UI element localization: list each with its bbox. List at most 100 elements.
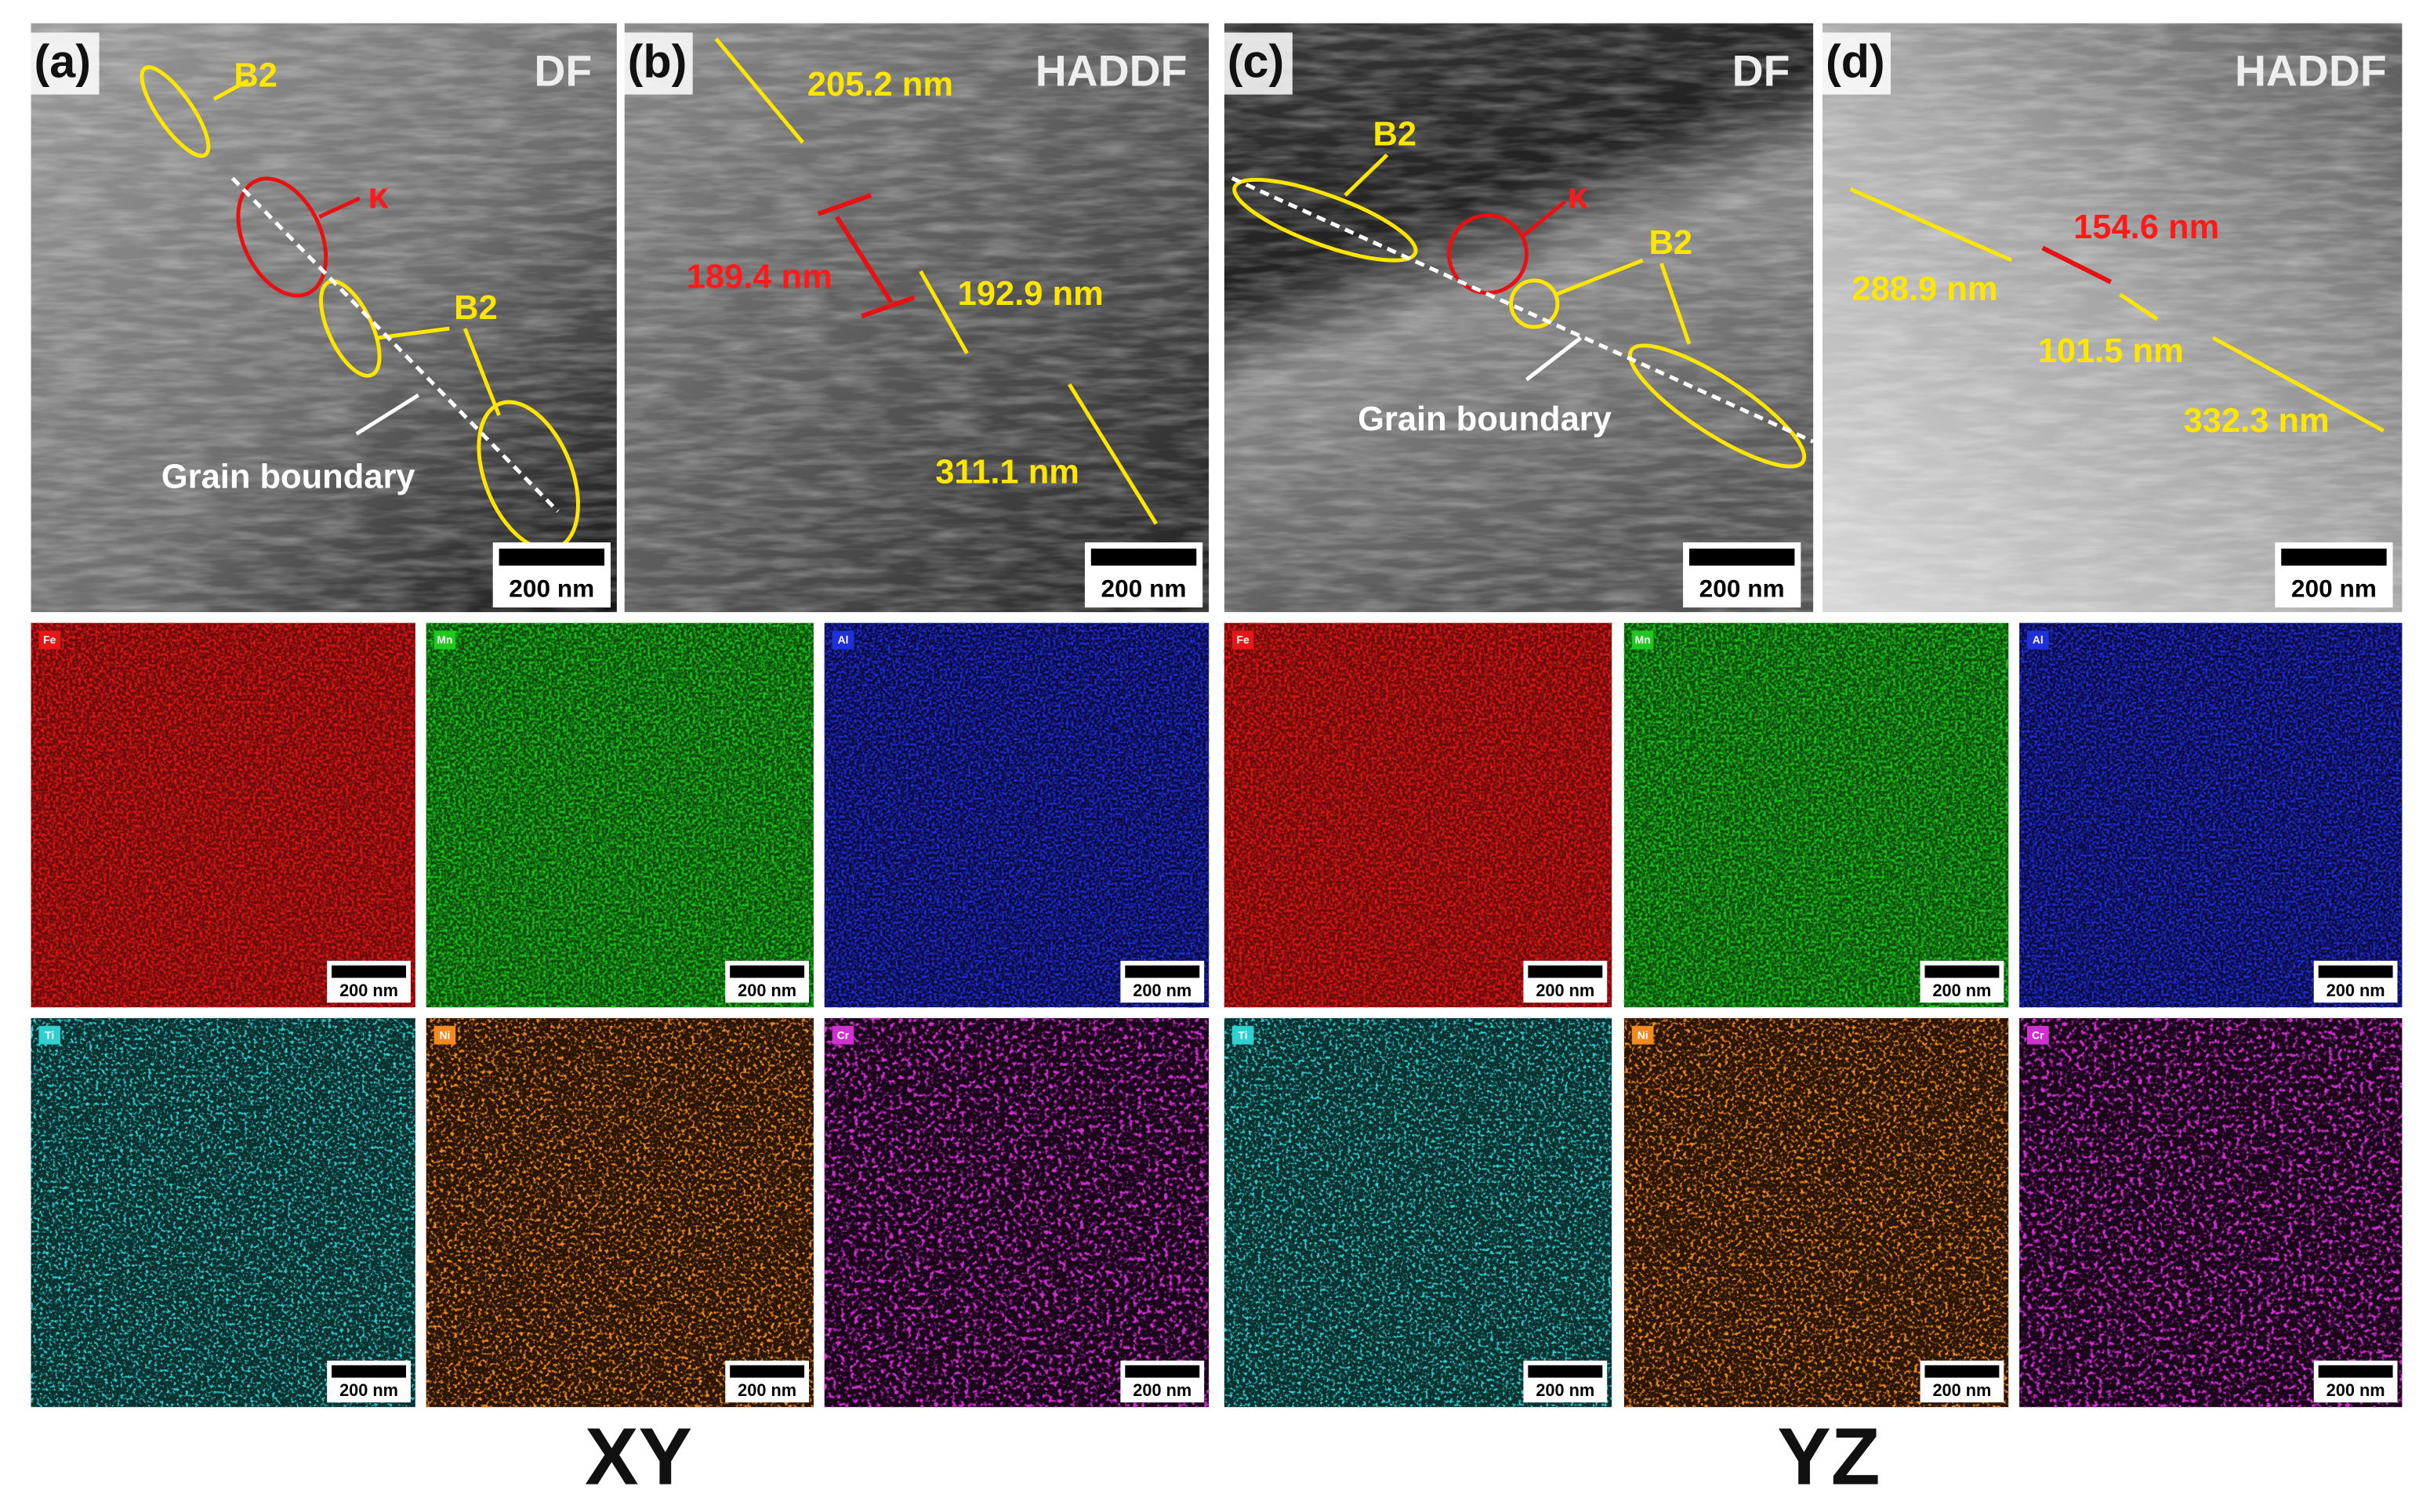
scale-bar: [1125, 1365, 1200, 1378]
scale-bar: [2318, 1365, 2393, 1378]
panel-label-bg: [1220, 32, 1293, 95]
imaging-mode: HADDF: [1035, 47, 1188, 96]
scale-bar: [1924, 1365, 2000, 1378]
scale-bar: [332, 965, 406, 978]
annotation-shape: [319, 279, 382, 378]
orientation-label: YZ: [1777, 1411, 1880, 1501]
eds-signal: [2019, 622, 2403, 1008]
panel-label-bg: [1819, 32, 1891, 95]
annotation-shape: [2212, 335, 2385, 433]
annotation-shape: [817, 193, 872, 216]
panel-label: (b): [628, 35, 687, 88]
scale-bar: [1924, 965, 2000, 978]
scale-bar: [2318, 965, 2393, 978]
annotation-shape: [236, 176, 328, 298]
element-tag-bg: [38, 1025, 61, 1045]
tem-panel: (c) DF B2 κ B2 Grain boundary 200 nm: [1220, 23, 1815, 612]
element-tag-bg: [2026, 630, 2049, 650]
scale-bar-label: 200 nm: [2291, 575, 2377, 603]
annotation-shape: [1521, 200, 1567, 237]
scale-bar: [1528, 1365, 1603, 1378]
annotation: 332.3 nm: [2184, 402, 2330, 440]
imaging-mode: DF: [534, 47, 592, 96]
scale-bar: [1688, 548, 1795, 566]
element-tag-bg: [1231, 1025, 1254, 1045]
eds-signal: [31, 622, 415, 1008]
annotation: 189.4 nm: [687, 258, 832, 296]
eds-signal: [426, 622, 814, 1008]
annotation: 311.1 nm: [935, 453, 1079, 491]
annotation: Grain boundary: [161, 458, 415, 495]
annotation: B2: [234, 56, 277, 94]
annotation-shape: [1068, 383, 1158, 525]
element-tag-bg: [832, 630, 854, 650]
element-label: Ti: [45, 1028, 54, 1041]
annotation: 101.5 nm: [2038, 332, 2184, 370]
element-label: Al: [2033, 633, 2044, 646]
imaging-mode: DF: [1732, 47, 1790, 96]
scale-bar-label: 200 nm: [738, 1380, 796, 1400]
annotation-shape: [1849, 187, 2013, 263]
element-tag-bg: [1631, 630, 1654, 650]
panel-label: (d): [1826, 35, 1885, 88]
annotation-shape: [378, 326, 450, 340]
scale-bar: [1125, 965, 1200, 978]
tem-texture: [1822, 23, 2403, 612]
eds-signal: [1224, 622, 1612, 1008]
eds-signal: [426, 1017, 814, 1408]
panel-label-bg: [621, 32, 693, 95]
annotation: κ: [1567, 176, 1588, 217]
scale-bar-label: 200 nm: [509, 575, 594, 603]
eds-signal: [824, 1017, 1210, 1408]
annotation-shape: [919, 270, 969, 354]
scale-bar-label: 200 nm: [2327, 1380, 2385, 1400]
element-label: Fe: [43, 633, 56, 646]
annotation: 288.9 nm: [1852, 270, 1997, 308]
annotation-shape: [355, 393, 420, 436]
scale-bar: [2281, 548, 2387, 566]
scale-bar: [1528, 965, 1603, 978]
scale-bar-label: 200 nm: [1932, 981, 1991, 1000]
annotation-shape: [1555, 258, 1644, 296]
panel-label-bg: [27, 32, 100, 95]
annotation: B2: [1648, 224, 1692, 262]
annotation-shape: [1509, 278, 1560, 329]
scale-bar: [730, 1365, 805, 1378]
eds-signal: [2019, 1017, 2403, 1408]
scale-bar-label: 200 nm: [1932, 1380, 1991, 1400]
annotation-shape: [1627, 343, 1807, 469]
tem-panel: (a) DF B2 κ B2 Grain boundary 200 nm: [27, 23, 617, 612]
eds-signal: [1623, 1017, 2009, 1408]
annotation: 192.9 nm: [958, 275, 1104, 313]
panel-label: (a): [34, 35, 90, 88]
annotation: B2: [1373, 115, 1417, 153]
annotation-shape: [714, 37, 805, 144]
element-tag-bg: [38, 630, 61, 650]
annotation-shape: [230, 176, 560, 513]
annotation-shape: [2041, 245, 2113, 285]
scale-bar-label: 200 nm: [339, 1380, 398, 1400]
scale-bar-label: 200 nm: [1536, 1380, 1594, 1400]
annotation-shape: [1232, 177, 1418, 263]
scale-bar-label: 200 nm: [1133, 981, 1191, 1000]
element-label: Ni: [439, 1028, 450, 1041]
annotation-shape: [1344, 153, 1389, 197]
panel-label: (c): [1228, 35, 1284, 88]
tem-row: (a) DF B2 κ B2 Grain boundary 200 nm (b) HADDF 20…: [27, 23, 2403, 612]
annotation-shape: [1231, 176, 1815, 444]
annotation: 205.2 nm: [807, 66, 953, 103]
orientation-label: XY: [585, 1411, 692, 1501]
scale-bar-label: 200 nm: [1699, 575, 1785, 603]
scale-bar: [1090, 548, 1197, 566]
element-tag-bg: [832, 1025, 854, 1045]
element-tag-bg: [2026, 1025, 2049, 1045]
scale-bar: [499, 548, 605, 566]
eds-signal: [824, 622, 1210, 1008]
scale-bar-label: 200 nm: [1101, 575, 1187, 603]
annotation-shape: [140, 65, 211, 158]
element-label: Ni: [1638, 1028, 1648, 1041]
tem-panel: (b) HADDF 205.2 nm 189.4 nm 192.9 nm 311.1 nm…: [621, 23, 1210, 612]
